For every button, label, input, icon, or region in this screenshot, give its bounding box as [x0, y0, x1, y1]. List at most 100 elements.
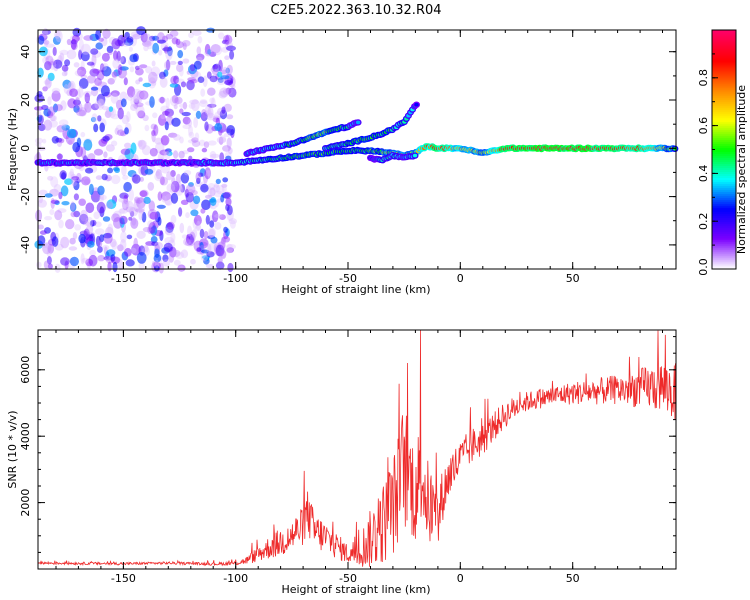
noise-blob — [66, 49, 77, 60]
colorbar-strip — [712, 171, 736, 174]
noise-blob — [113, 69, 121, 77]
noise-blob — [165, 59, 171, 71]
noise-blob — [196, 53, 205, 61]
noise-blob — [213, 184, 220, 193]
colorbar-strip — [712, 141, 736, 145]
noise-blob — [172, 134, 181, 141]
noise-blob — [206, 112, 215, 121]
noise-blob — [138, 202, 145, 215]
noise-blob — [136, 252, 147, 264]
noise-blob — [37, 199, 47, 208]
noise-blob — [160, 176, 165, 186]
colorbar-strip — [712, 199, 736, 202]
noise-blob — [190, 258, 196, 265]
noise-blob — [49, 114, 58, 122]
colorbar-strip — [712, 79, 736, 83]
noise-blob — [220, 75, 230, 80]
noise-blob — [124, 142, 132, 149]
colorbar-strip — [712, 257, 736, 260]
noise-blob — [191, 140, 201, 147]
noise-blob — [139, 189, 149, 198]
colorbar-strip — [712, 127, 736, 131]
noise-blob — [205, 170, 211, 177]
snr-y-axis-label: SNR (10 * v/v) — [6, 410, 19, 488]
colorbar-strip — [712, 241, 736, 244]
noise-blob — [176, 41, 184, 49]
noise-blob — [222, 88, 233, 95]
noise-blob — [207, 103, 217, 108]
noise-blob — [39, 230, 47, 235]
noise-blob — [130, 210, 135, 217]
noise-blob — [95, 29, 101, 40]
noise-blob — [200, 208, 206, 214]
noise-blob — [187, 119, 193, 127]
noise-blob — [95, 175, 103, 180]
noise-blob — [118, 64, 123, 76]
noise-blob — [131, 247, 137, 254]
noise-blob — [101, 52, 110, 62]
noise-blob — [174, 182, 183, 191]
noise-blob — [95, 42, 103, 50]
noise-blob — [154, 242, 163, 250]
noise-blob — [72, 142, 81, 153]
noise-blob — [182, 42, 187, 50]
noise-blob — [86, 75, 97, 84]
noise-blob — [68, 80, 76, 93]
colorbar-strip — [712, 267, 736, 270]
noise-blob — [204, 105, 211, 116]
noise-blob — [91, 103, 100, 111]
colorbar-strip — [712, 247, 736, 250]
noise-blob — [90, 86, 99, 91]
noise-blob — [117, 107, 124, 120]
noise-blob — [181, 234, 188, 239]
colorbar-strip — [712, 45, 736, 49]
noise-blob — [151, 130, 156, 137]
spectrogram-x-tick-label: 50 — [566, 272, 580, 285]
noise-blob — [89, 249, 96, 256]
noise-blob — [159, 96, 165, 104]
colorbar-strip — [712, 65, 736, 69]
noise-blob — [169, 60, 177, 65]
noise-blob — [55, 30, 63, 43]
noise-blob — [143, 196, 151, 204]
noise-blob — [99, 194, 107, 201]
noise-blob — [170, 170, 176, 177]
noise-blob — [73, 62, 80, 68]
noise-blob — [142, 226, 152, 233]
noise-blob — [179, 222, 185, 234]
noise-blob — [60, 185, 69, 197]
noise-blob — [120, 239, 127, 251]
snr-x-tick-label: -50 — [339, 572, 357, 585]
noise-blob — [110, 90, 120, 97]
colorbar-strip — [712, 75, 736, 79]
noise-blob — [221, 192, 231, 199]
noise-blob — [171, 94, 179, 104]
noise-blob — [110, 254, 116, 262]
noise-blob — [207, 186, 212, 198]
colorbar-strip — [712, 41, 736, 45]
noise-blob — [198, 172, 204, 177]
noise-blob — [166, 171, 173, 181]
noise-blob — [71, 177, 78, 187]
noise-blob — [225, 243, 234, 254]
noise-blob — [37, 67, 44, 78]
noise-blob — [136, 90, 145, 100]
colorbar-strip — [712, 225, 736, 228]
noise-blob — [57, 208, 67, 214]
noise-blob — [212, 64, 219, 70]
noise-blob — [43, 40, 50, 45]
noise-blob — [53, 59, 63, 69]
colorbar-strip — [712, 227, 736, 230]
noise-blob — [226, 64, 233, 75]
colorbar-strip — [712, 101, 736, 105]
noise-blob — [118, 197, 128, 203]
noise-blob — [174, 97, 180, 105]
colorbar-strip — [712, 231, 736, 234]
colorbar-strip — [712, 113, 736, 117]
noise-blob — [157, 39, 166, 44]
noise-blob — [220, 236, 226, 245]
noise-blob — [159, 176, 168, 186]
noise-blob — [229, 50, 235, 60]
noise-blob — [83, 139, 93, 151]
noise-blob — [168, 112, 173, 119]
